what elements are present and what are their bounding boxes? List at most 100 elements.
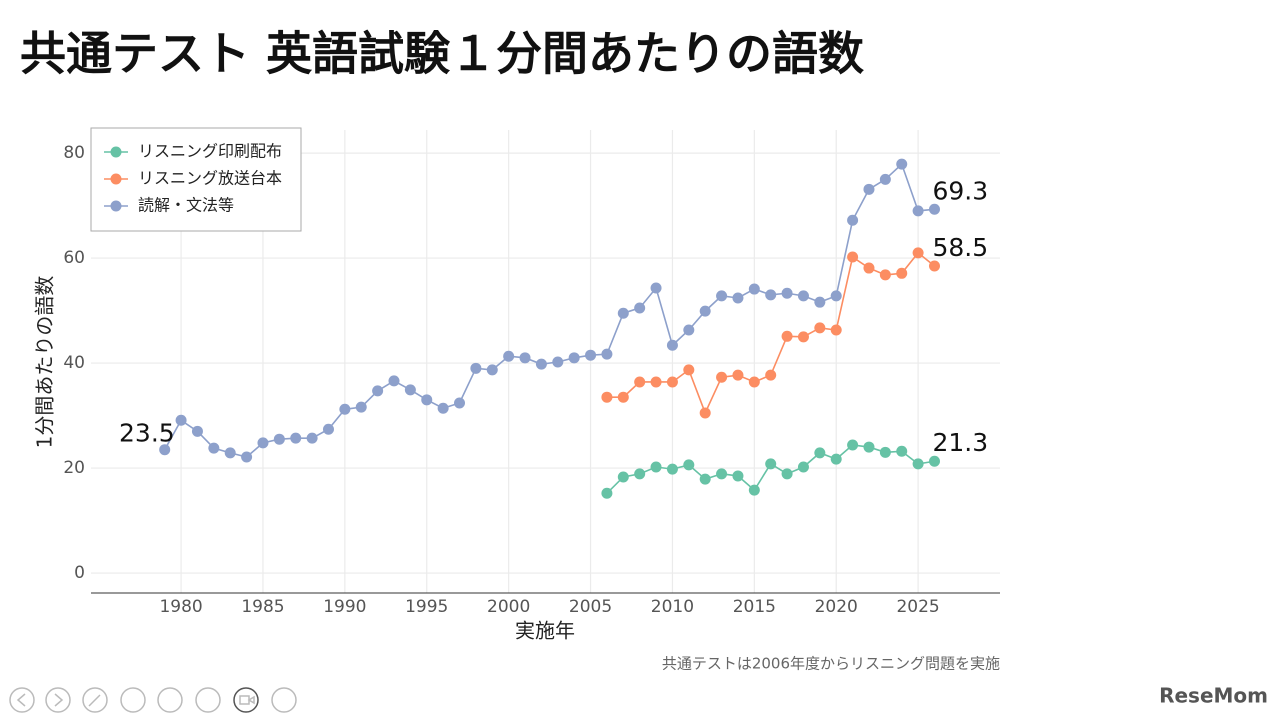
data-point bbox=[339, 403, 351, 415]
legend-marker bbox=[110, 173, 122, 185]
data-point bbox=[454, 397, 466, 409]
data-point bbox=[716, 468, 728, 480]
data-point bbox=[748, 484, 760, 496]
data-point bbox=[748, 283, 760, 295]
data-point bbox=[601, 391, 613, 403]
y-tick-label: 20 bbox=[63, 458, 85, 478]
data-point bbox=[797, 461, 809, 473]
data-point bbox=[781, 468, 793, 480]
data-point bbox=[781, 330, 793, 342]
data-point bbox=[896, 267, 908, 279]
data-point bbox=[863, 262, 875, 274]
data-point bbox=[650, 282, 662, 294]
data-point bbox=[388, 375, 400, 387]
data-point bbox=[879, 269, 891, 281]
logo: ReseMom bbox=[1159, 684, 1268, 708]
data-point bbox=[519, 352, 531, 364]
data-point bbox=[732, 369, 744, 381]
data-point bbox=[928, 260, 940, 272]
more-button[interactable] bbox=[271, 687, 297, 713]
x-tick-label: 1985 bbox=[241, 597, 284, 617]
data-point bbox=[781, 287, 793, 299]
data-point bbox=[699, 407, 711, 419]
data-point bbox=[503, 350, 515, 362]
data-label: 23.5 bbox=[119, 419, 175, 448]
data-point bbox=[748, 376, 760, 388]
x-tick-label: 1980 bbox=[159, 597, 202, 617]
data-point bbox=[830, 290, 842, 302]
data-point bbox=[421, 394, 433, 406]
zoom-button[interactable] bbox=[157, 687, 183, 713]
data-point bbox=[716, 371, 728, 383]
data-point bbox=[814, 322, 826, 334]
pen-button[interactable] bbox=[82, 687, 108, 713]
data-point bbox=[404, 384, 416, 396]
data-point bbox=[535, 358, 547, 370]
data-point bbox=[814, 447, 826, 459]
data-point bbox=[470, 362, 482, 374]
y-tick-label: 60 bbox=[63, 248, 85, 268]
data-point bbox=[617, 471, 629, 483]
data-point bbox=[879, 446, 891, 458]
data-point bbox=[666, 339, 678, 351]
prev-button[interactable] bbox=[9, 687, 35, 713]
data-point bbox=[191, 425, 203, 437]
data-point bbox=[912, 247, 924, 259]
legend-label: リスニング放送台本 bbox=[138, 169, 282, 188]
data-point bbox=[634, 302, 646, 314]
data-point bbox=[159, 444, 171, 456]
next-button[interactable] bbox=[45, 687, 71, 713]
data-point bbox=[847, 214, 859, 226]
toolbar bbox=[9, 687, 297, 713]
data-point bbox=[617, 307, 629, 319]
data-point bbox=[765, 289, 777, 301]
data-point bbox=[863, 441, 875, 453]
data-point bbox=[322, 423, 334, 435]
camera-button[interactable] bbox=[233, 687, 259, 713]
data-point bbox=[601, 487, 613, 499]
chart-title: 共通テスト 英語試験１分間あたりの語数 bbox=[20, 27, 864, 81]
data-point bbox=[552, 356, 564, 368]
data-point bbox=[306, 432, 318, 444]
data-point bbox=[732, 292, 744, 304]
subtitle-button[interactable] bbox=[195, 687, 221, 713]
data-point bbox=[585, 349, 597, 361]
data-point bbox=[912, 458, 924, 470]
data-point bbox=[716, 290, 728, 302]
data-point bbox=[896, 445, 908, 457]
x-axis-label: 実施年 bbox=[515, 619, 575, 643]
data-point bbox=[634, 376, 646, 388]
data-label: 69.3 bbox=[932, 176, 988, 205]
data-point bbox=[863, 183, 875, 195]
x-tick-label: 1995 bbox=[405, 597, 448, 617]
data-point bbox=[814, 296, 826, 308]
data-point bbox=[797, 290, 809, 302]
data-point bbox=[847, 251, 859, 263]
data-point bbox=[699, 305, 711, 317]
data-label: 58.5 bbox=[932, 233, 988, 262]
data-label: 21.3 bbox=[932, 428, 988, 457]
data-point bbox=[290, 432, 302, 444]
legend-marker bbox=[110, 146, 122, 158]
data-point bbox=[847, 439, 859, 451]
data-point bbox=[601, 348, 613, 360]
data-point bbox=[830, 453, 842, 465]
legend-label: リスニング印刷配布 bbox=[138, 142, 282, 161]
data-point bbox=[928, 203, 940, 215]
data-point bbox=[666, 376, 678, 388]
data-point bbox=[912, 205, 924, 217]
data-point bbox=[650, 461, 662, 473]
data-point bbox=[175, 414, 187, 426]
x-tick-label: 2010 bbox=[651, 597, 694, 617]
caption: 共通テストは2006年度からリスニング問題を実施 bbox=[662, 655, 1000, 673]
slides-button[interactable] bbox=[120, 687, 146, 713]
data-point bbox=[273, 433, 285, 445]
data-point bbox=[797, 331, 809, 343]
data-point bbox=[617, 391, 629, 403]
data-point bbox=[568, 352, 580, 364]
data-point bbox=[879, 173, 891, 185]
data-point bbox=[683, 459, 695, 471]
data-point bbox=[257, 437, 269, 449]
data-point bbox=[699, 473, 711, 485]
